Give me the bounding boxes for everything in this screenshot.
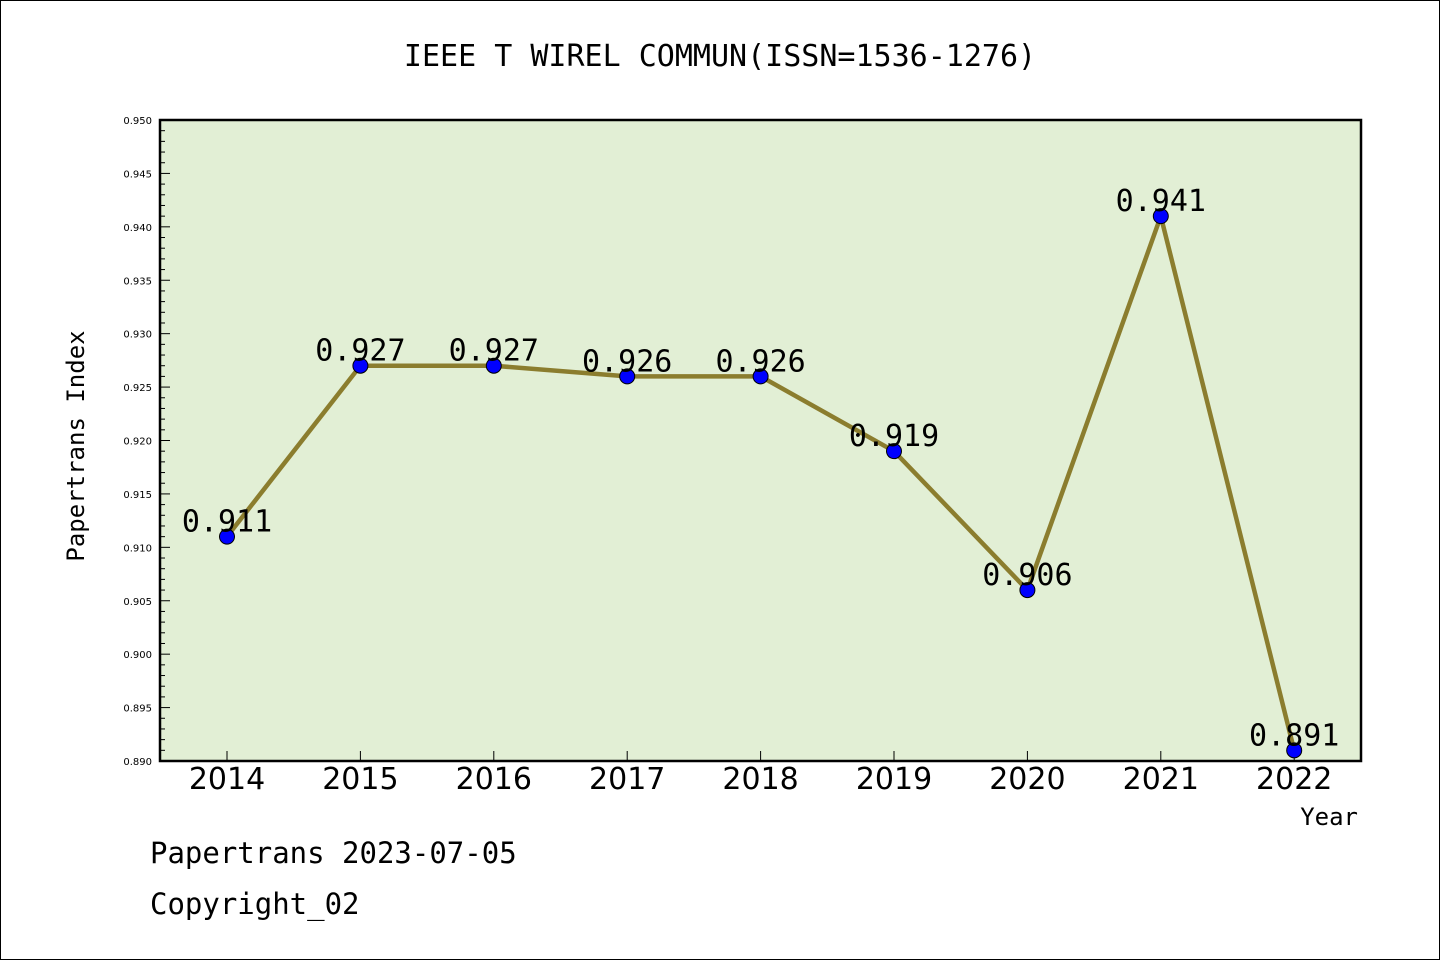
- data-label-2015: 0.927: [315, 334, 405, 369]
- y-tick-label: 0.900: [123, 650, 152, 661]
- data-markers: [219, 208, 1303, 759]
- data-label-2021: 0.941: [1116, 184, 1206, 219]
- data-label-2019: 0.919: [849, 419, 939, 454]
- data-label-2020: 0.906: [982, 558, 1072, 593]
- data-point-2021: [1152, 208, 1169, 225]
- x-tick-label: 2020: [989, 762, 1065, 797]
- footer-source: Papertrans 2023-07-05: [150, 836, 517, 870]
- y-tick-label: 0.950: [123, 116, 152, 127]
- x-axis: 2014 2015 2016 2017 2018 2019 2020 2021 2022: [189, 751, 1332, 797]
- data-point-2017: [619, 368, 636, 385]
- data-label-2022: 0.891: [1249, 718, 1339, 753]
- y-tick-label: 0.945: [123, 169, 152, 180]
- plot-area: [158, 118, 1363, 763]
- data-point-2014: [219, 528, 235, 545]
- y-tick-label: 0.905: [123, 597, 152, 608]
- y-tick-label: 0.915: [123, 490, 152, 501]
- data-label-2014: 0.911: [182, 505, 272, 540]
- x-axis-label: Year: [1300, 803, 1358, 831]
- x-tick-label: 2014: [189, 762, 265, 797]
- y-tick-label: 0.940: [123, 223, 152, 234]
- y-tick-label: 0.935: [123, 276, 152, 287]
- data-labels: 0.911 0.927 0.927 0.926 0.926 0.919 0.906 0.941…: [182, 184, 1340, 753]
- x-tick-label: 2017: [589, 762, 665, 797]
- footer-copyright: Copyright_02: [150, 887, 360, 922]
- y-tick-label: 0.925: [123, 383, 152, 394]
- y-tick-label: 0.890: [123, 757, 152, 768]
- x-tick-label: 2018: [722, 762, 798, 797]
- data-point-2016: [485, 357, 502, 374]
- x-tick-label: 2016: [456, 762, 532, 797]
- data-point-2015: [352, 357, 369, 374]
- y-tick-label: 0.910: [123, 543, 152, 554]
- y-axis: 0.890 0.895 0.900 0.905 0.910 0.915 0.920 0.925…: [123, 116, 170, 768]
- y-tick-label: 0.930: [123, 330, 152, 341]
- data-point-2022: [1286, 742, 1303, 759]
- x-tick-label: 2021: [1123, 762, 1199, 797]
- chart-title: IEEE T WIREL COMMUN(ISSN=1536-1276): [404, 39, 1036, 74]
- data-label-2016: 0.927: [449, 334, 539, 369]
- x-tick-label: 2019: [856, 762, 932, 797]
- data-label-2017: 0.926: [582, 344, 672, 379]
- x-tick-label: 2022: [1256, 762, 1332, 797]
- data-label-2018: 0.926: [715, 344, 805, 379]
- data-point-2020: [1019, 582, 1036, 599]
- y-tick-label: 0.920: [123, 437, 152, 448]
- y-tick-label: 0.895: [123, 704, 152, 715]
- data-point-2019: [886, 443, 902, 460]
- y-axis-label: Papertrans Index: [62, 330, 90, 561]
- data-point-2018: [752, 368, 769, 385]
- x-tick-label: 2015: [322, 762, 398, 797]
